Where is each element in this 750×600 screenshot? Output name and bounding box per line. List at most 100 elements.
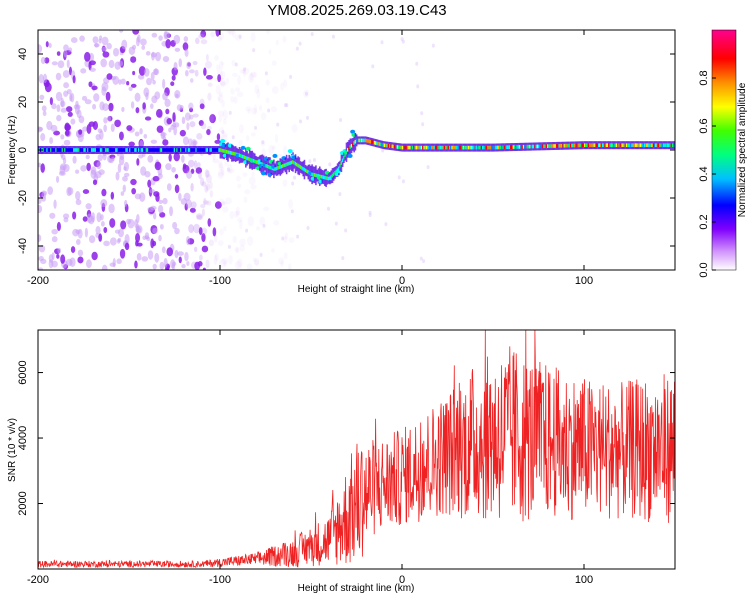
ridge-core [297, 163, 299, 168]
ridge-core [122, 148, 125, 152]
ridge-core [590, 143, 592, 147]
ridge-core [182, 148, 185, 152]
noise-speckle [265, 79, 270, 86]
ridge-core [524, 144, 526, 149]
noise-speckle [239, 238, 246, 247]
ridge-core [304, 168, 307, 173]
ridge-core [64, 148, 66, 152]
noise-speckle [198, 119, 204, 127]
noise-speckle [271, 145, 277, 150]
ridge-core [651, 143, 654, 147]
noise-speckle [130, 178, 137, 186]
ridge-core [573, 143, 576, 148]
noise-speckle [225, 77, 229, 85]
ridge-core [364, 138, 367, 143]
ridge-core [108, 148, 111, 152]
noise-speckle [99, 101, 105, 111]
noise-speckle [213, 77, 221, 82]
ridge-core [451, 145, 454, 150]
ridge-core [73, 148, 75, 152]
ridge-core [107, 148, 110, 152]
ridge-core [197, 148, 200, 152]
ridge-core [465, 145, 468, 150]
noise-speckle [201, 245, 209, 253]
ridge-core [622, 143, 624, 147]
ridge-core [386, 143, 389, 148]
noise-speckle [64, 123, 72, 131]
colorbar-label: Normalized spectral amplitude [737, 82, 748, 217]
noise-speckle [203, 197, 207, 206]
noise-speckle [117, 237, 122, 243]
noise-speckle [401, 179, 405, 184]
ridge-core [350, 143, 353, 148]
ridge-core [143, 148, 145, 152]
noise-speckle [100, 214, 104, 221]
noise-speckle [214, 253, 219, 261]
noise-speckle [195, 213, 203, 219]
ridge-core [670, 143, 673, 147]
ridge-core [293, 161, 296, 165]
ridge-core [631, 143, 633, 147]
ridge-core [55, 148, 57, 152]
ridge-core [624, 143, 627, 147]
noise-speckle [89, 67, 96, 72]
ridge-core [572, 143, 575, 148]
noise-speckle [421, 122, 425, 127]
noise-speckle [76, 109, 82, 119]
ridge-core [485, 145, 488, 150]
ridge-core [606, 143, 609, 147]
ridge-core [355, 138, 358, 143]
ridge-core [255, 159, 257, 164]
noise-speckle [92, 179, 98, 186]
noise-speckle [252, 257, 257, 262]
ridge-core [578, 143, 581, 148]
ridge-core [222, 148, 224, 153]
noise-speckle [282, 179, 288, 187]
ridge-core [194, 148, 196, 152]
noise-speckle [89, 60, 96, 66]
noise-speckle [205, 74, 213, 80]
noise-speckle [227, 244, 231, 249]
noise-speckle [169, 206, 173, 217]
noise-speckle [51, 103, 57, 110]
noise-speckle [220, 77, 226, 88]
ridge-core [499, 145, 502, 150]
ridge-core [246, 156, 248, 161]
ridge-core [121, 148, 124, 152]
noise-speckle [187, 238, 195, 245]
noise-speckle [284, 232, 288, 240]
noise-speckle [271, 86, 279, 95]
noise-speckle [254, 259, 260, 266]
snr-frame [37, 329, 676, 570]
noise-speckle [98, 233, 103, 242]
ridge-core [292, 160, 294, 164]
noise-speckle [203, 67, 207, 77]
noise-speckle [136, 213, 140, 224]
noise-speckle [310, 32, 314, 37]
noise-speckle [147, 250, 154, 260]
noise-speckle [206, 128, 211, 136]
snr-trace [38, 330, 675, 569]
noise-speckle [283, 79, 288, 88]
ridge-core [387, 144, 390, 148]
ridge-core [460, 145, 462, 150]
noise-speckle [295, 46, 299, 51]
noise-speckle [198, 227, 203, 236]
ridge-core [414, 145, 417, 150]
ridge-core [139, 148, 141, 152]
noise-speckle [95, 232, 100, 238]
ridge-core [312, 172, 315, 177]
noise-speckle [56, 104, 61, 113]
noise-speckle [186, 122, 190, 131]
spectrogram-panel: -200 -100 0 100 40 20 0 -20 -40 Height of straig… [7, 29, 676, 295]
figure-title: YM08.2025.269.03.19.C43 [267, 2, 446, 19]
noise-speckle [209, 114, 216, 124]
noise-speckle [289, 74, 293, 79]
noise-speckle [51, 260, 58, 268]
ridge-core [360, 138, 363, 143]
ridge-core [623, 143, 626, 147]
ridge-core [131, 148, 134, 152]
ridge-core [483, 145, 485, 150]
noise-speckle [149, 103, 154, 109]
ridge-core [163, 148, 166, 152]
